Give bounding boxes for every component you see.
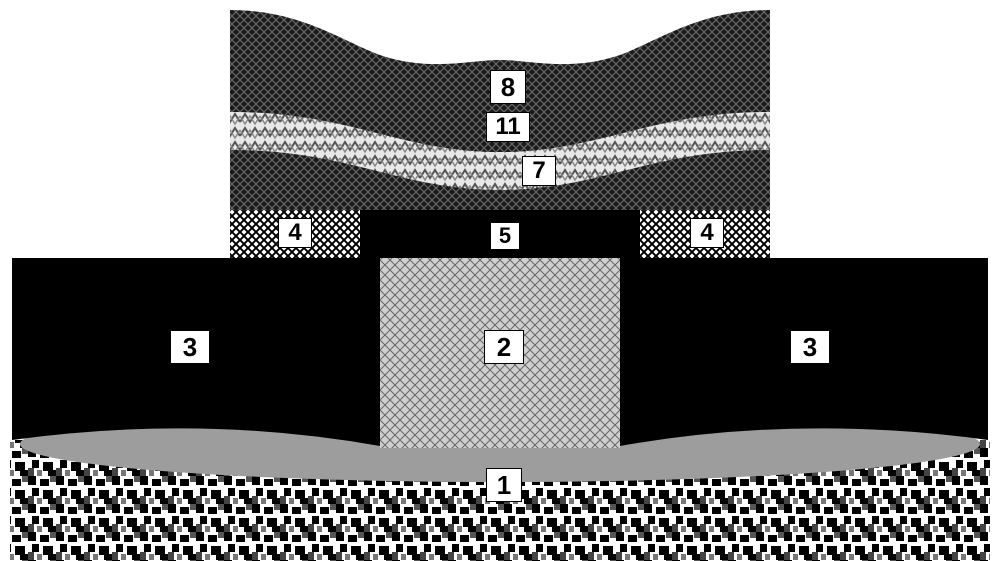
label-1: 1 bbox=[486, 468, 522, 502]
label-3: 3 bbox=[170, 330, 210, 364]
label-3: 3 bbox=[790, 330, 830, 364]
label-8: 8 bbox=[490, 70, 526, 104]
label-5: 5 bbox=[490, 222, 520, 250]
label-4: 4 bbox=[690, 218, 724, 248]
label-11: 11 bbox=[486, 112, 530, 142]
label-4: 4 bbox=[278, 218, 312, 248]
label-2: 2 bbox=[484, 330, 524, 364]
label-7: 7 bbox=[522, 156, 556, 186]
